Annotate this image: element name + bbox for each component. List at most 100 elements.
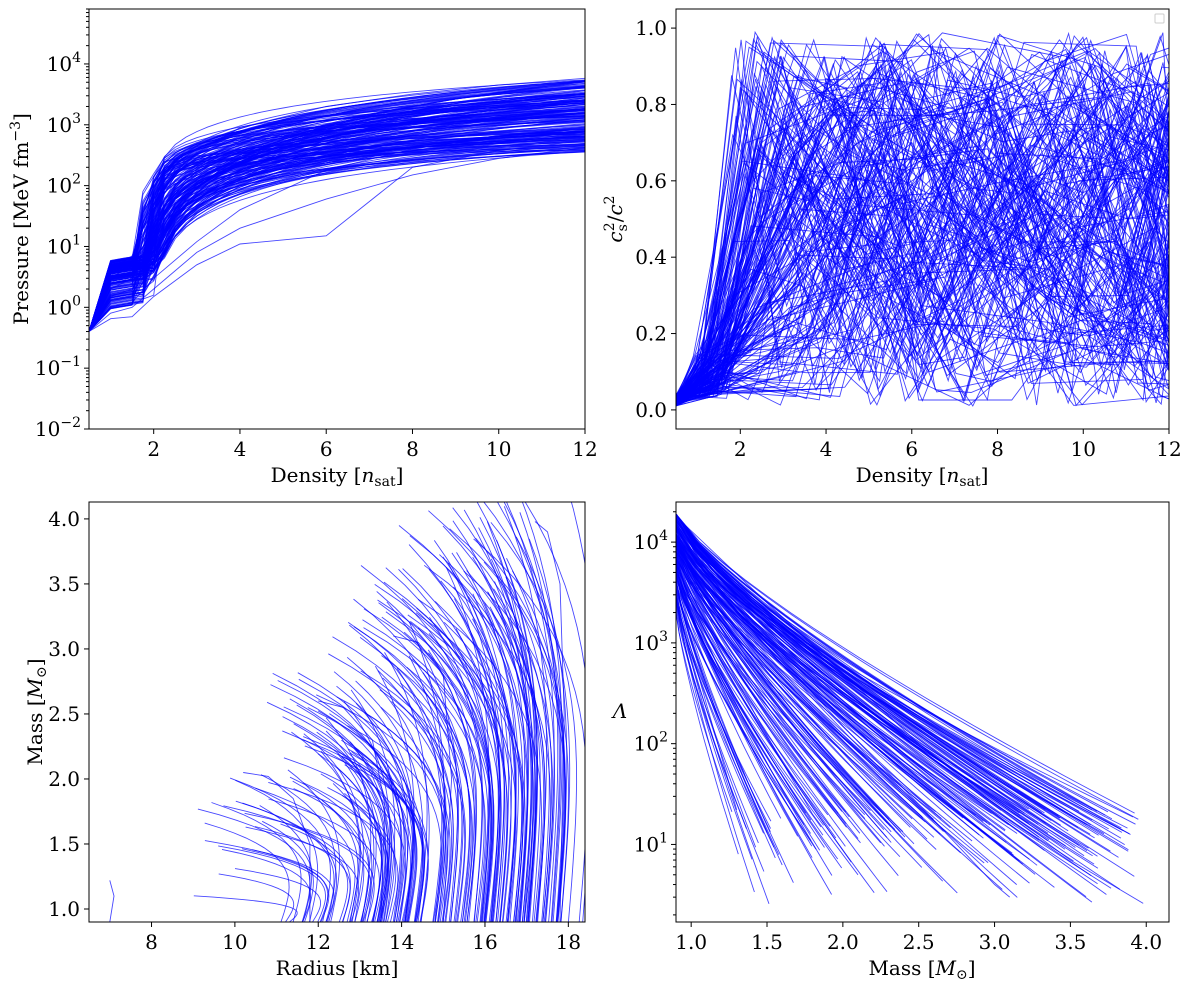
axis-ticks: 2 4 6 8 10 12 0.0 0.2 0.4 0.6 0.8 1.0 bbox=[635, 16, 1182, 461]
soundspeed-curve bbox=[676, 106, 1169, 399]
axis-ticks: 1.0 1.5 2.0 2.5 3.0 3.5 4.0 101 102 103 104 bbox=[634, 511, 1162, 954]
x-tick-label: 4.0 bbox=[1130, 930, 1162, 954]
mass-radius-curve bbox=[317, 753, 383, 922]
lambda-curve bbox=[676, 513, 1113, 820]
y-tick-label: 1.0 bbox=[635, 16, 667, 40]
mass-radius-curve bbox=[303, 736, 424, 922]
y-tick-label: 10−1 bbox=[35, 354, 81, 380]
lambda-curve bbox=[676, 513, 1135, 814]
mass-radius-curve bbox=[359, 637, 463, 922]
mass-radius-curve bbox=[291, 825, 372, 922]
y-tick-label: 0.6 bbox=[635, 169, 667, 193]
lambda-curve bbox=[676, 574, 829, 816]
mass-radius-curve bbox=[454, 598, 501, 922]
mass-radius-curve bbox=[302, 782, 384, 922]
x-tick-label: 2.0 bbox=[827, 930, 859, 954]
lambda-curve bbox=[676, 536, 892, 833]
mass-radius-curve bbox=[442, 525, 541, 922]
y-tick-label: 10−2 bbox=[35, 415, 81, 441]
mass-radius-curve bbox=[396, 667, 443, 922]
pressure-curve bbox=[89, 86, 585, 332]
mass-radius-curve bbox=[252, 849, 335, 922]
pressure-curve bbox=[89, 79, 585, 332]
soundspeed-curve bbox=[676, 60, 1169, 400]
mass-radius-curve bbox=[204, 822, 290, 922]
pressure-curve bbox=[89, 150, 585, 332]
mass-radius-curve bbox=[467, 596, 528, 922]
mass-radius-curve bbox=[197, 808, 311, 922]
mass-radius-curve bbox=[451, 552, 519, 922]
lambda-curve bbox=[676, 603, 765, 872]
lambda-curve bbox=[676, 523, 1052, 821]
mass-radius-curve bbox=[453, 586, 517, 922]
pressure-curve bbox=[89, 149, 585, 332]
lambda-curve bbox=[676, 572, 782, 819]
soundspeed-curve bbox=[676, 80, 1169, 403]
lambda-curve bbox=[676, 514, 1098, 857]
pressure-curve bbox=[89, 133, 585, 332]
mass-radius-curve bbox=[408, 544, 500, 922]
soundspeed-curve bbox=[676, 126, 1169, 402]
mass-radius-curve bbox=[204, 840, 329, 922]
lambda-curves bbox=[676, 513, 1144, 904]
soundspeed-curve bbox=[676, 39, 1169, 396]
lambda-curve bbox=[676, 527, 1066, 847]
mass-radius-curve bbox=[422, 688, 472, 922]
lambda-curve bbox=[676, 612, 733, 812]
mass-radius-curve bbox=[478, 527, 533, 922]
x-tick-label: 12 bbox=[306, 930, 331, 954]
pressure-curve bbox=[89, 110, 585, 332]
soundspeed-curve bbox=[676, 112, 1169, 406]
lambda-curve bbox=[676, 529, 944, 832]
x-axis-label: Radius [km] bbox=[276, 956, 399, 980]
lambda-curve bbox=[676, 516, 1020, 862]
mass-radius-curve bbox=[283, 706, 408, 922]
panel-mass-radius: 8 10 12 14 16 18 1.0 1.5 2.0 2.5 3.0 3.5 4.0 Radius … bbox=[23, 501, 586, 980]
plot-frame bbox=[675, 8, 1170, 430]
mass-radius-curve bbox=[410, 620, 517, 922]
lambda-curve bbox=[676, 573, 811, 834]
mass-radius-curve bbox=[355, 703, 409, 922]
x-axis-label: Density [nsat] bbox=[856, 463, 989, 490]
lambda-curve bbox=[676, 586, 770, 904]
pressure-curve bbox=[89, 99, 585, 332]
y-tick-label: 104 bbox=[634, 528, 668, 554]
panel-lambda-mass: 1.0 1.5 2.0 2.5 3.0 3.5 4.0 101 102 103 104 Mass [… bbox=[611, 501, 1170, 983]
lambda-curve bbox=[676, 555, 843, 812]
y-tick-label: 100 bbox=[47, 293, 81, 319]
lambda-curve bbox=[676, 513, 1122, 839]
panel-pressure-density: 2 4 6 8 10 12 10−2 10−1 100 101 102 103 104 Density … bbox=[8, 8, 598, 490]
lambda-curve bbox=[676, 533, 1080, 846]
axis-ticks: 2 4 6 8 10 12 10−2 10−1 100 101 102 103 104 bbox=[35, 8, 598, 461]
x-tick-label: 10 bbox=[222, 930, 247, 954]
mass-radius-curve bbox=[382, 677, 454, 922]
mass-radius-curve bbox=[327, 787, 397, 922]
mass-radius-curve bbox=[455, 628, 499, 922]
soundspeed-curve bbox=[676, 78, 1169, 399]
lambda-curve bbox=[676, 550, 904, 833]
mass-radius-curve bbox=[380, 706, 445, 922]
mass-radius-curve bbox=[282, 716, 389, 922]
mass-radius-curve bbox=[347, 622, 464, 922]
soundspeed-curve bbox=[676, 158, 1169, 407]
soundspeed-curve bbox=[676, 63, 1169, 405]
mass-radius-curve bbox=[344, 764, 411, 922]
x-axis-label: Density [nsat] bbox=[271, 463, 404, 490]
soundspeed-curve bbox=[676, 44, 1169, 404]
mass-radius-curve bbox=[234, 868, 322, 922]
pressure-curve bbox=[89, 83, 585, 332]
pressure-curve bbox=[89, 102, 585, 332]
soundspeed-curve bbox=[676, 39, 1169, 403]
mass-radius-curve bbox=[385, 611, 501, 922]
lambda-curve bbox=[676, 581, 776, 859]
mass-radius-curve bbox=[506, 558, 556, 922]
mass-radius-curve bbox=[384, 652, 428, 922]
mass-radius-curve bbox=[242, 802, 335, 922]
soundspeed-curve bbox=[676, 221, 1169, 406]
lambda-curve bbox=[676, 536, 1099, 869]
y-tick-label: 2.5 bbox=[48, 702, 80, 726]
lambda-curve bbox=[676, 576, 831, 827]
x-axis-label: Mass [M⊙] bbox=[868, 956, 975, 983]
mass-radius-curve bbox=[235, 779, 319, 922]
